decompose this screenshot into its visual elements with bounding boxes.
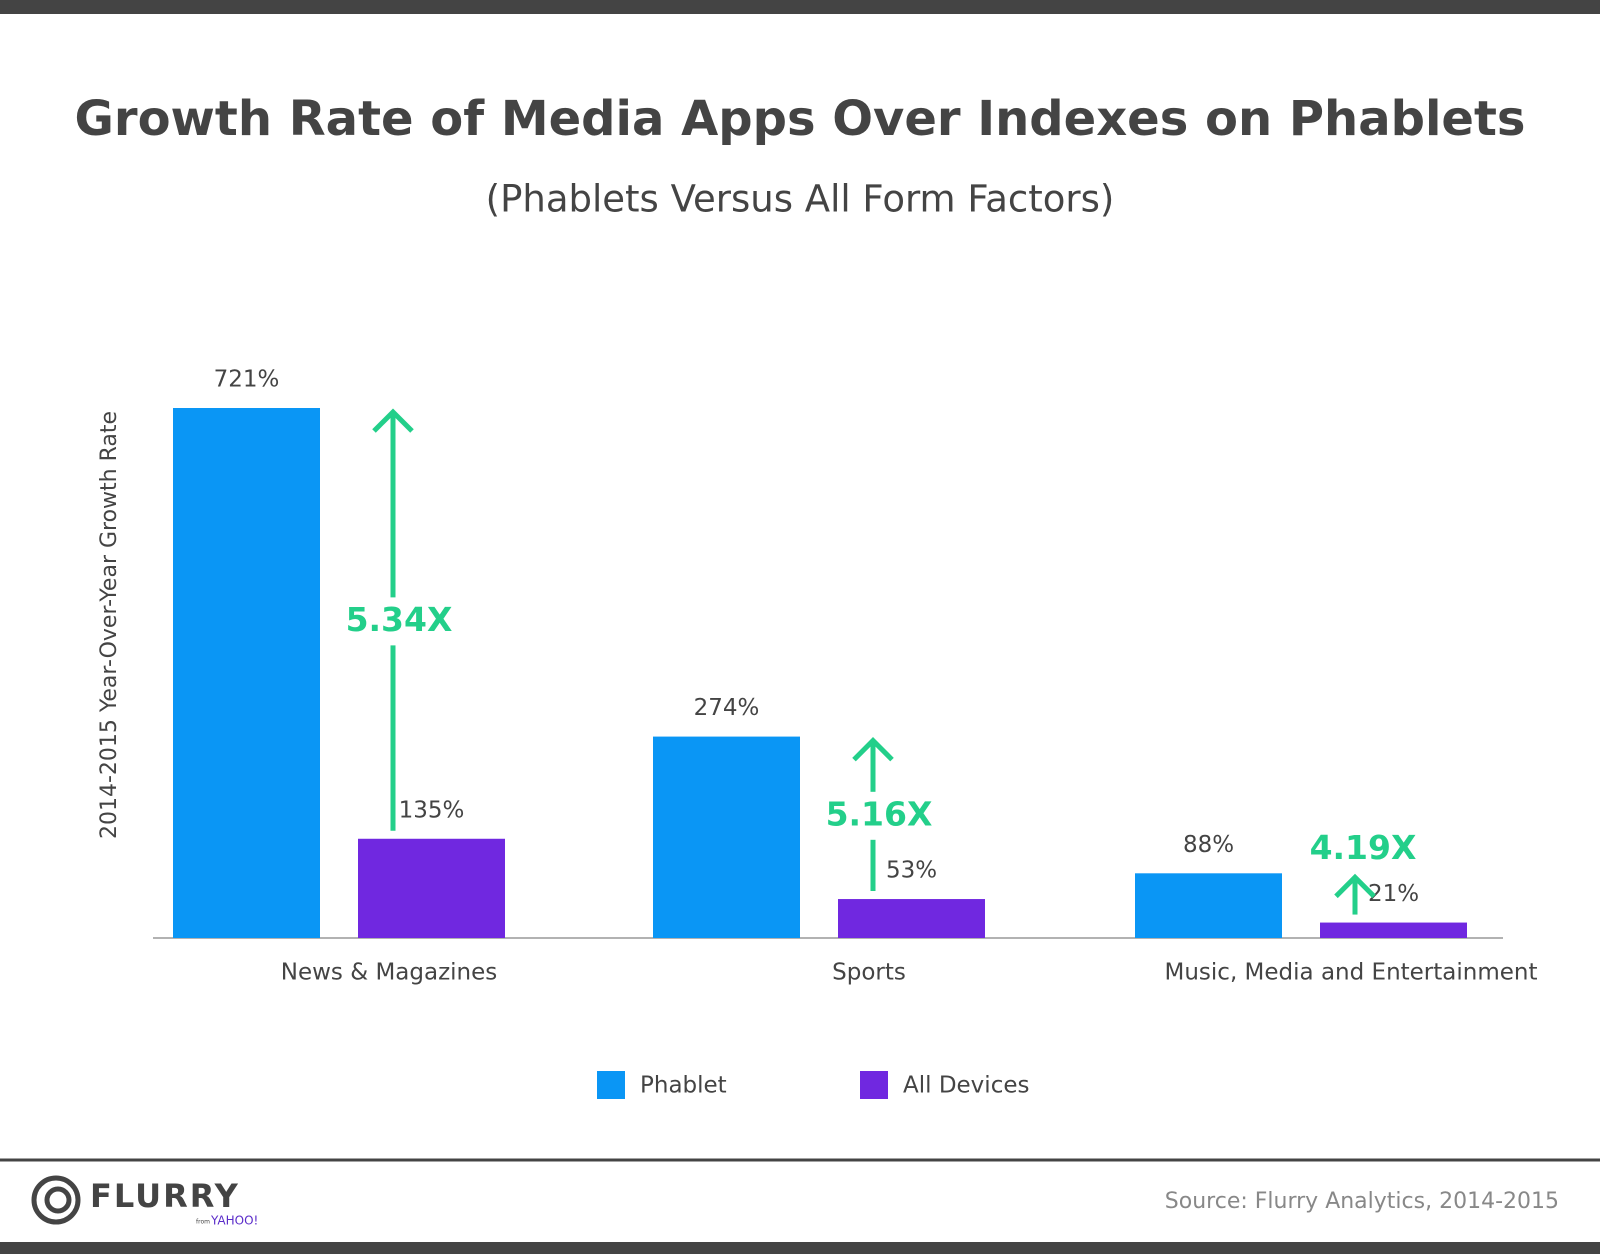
logo-ring-inner — [44, 1186, 72, 1214]
bar — [173, 408, 320, 938]
legend-swatch — [860, 1071, 888, 1099]
annotation: 5.34X — [346, 600, 453, 639]
source: Source: Flurry Analytics, 2014-2015 — [1165, 1189, 1559, 1214]
logo-text: FLURRY — [90, 1177, 240, 1215]
value-label: 274% — [694, 695, 760, 721]
annotation: 5.16X — [826, 794, 933, 833]
y-axis-label: 2014-2015 Year-Over-Year Growth Rate — [97, 411, 122, 839]
top-bar — [0, 0, 1600, 14]
x-tick-label: Sports — [832, 960, 906, 986]
bar — [653, 736, 800, 938]
legend-label: Phablet — [640, 1073, 727, 1099]
annotation-bg — [348, 597, 458, 646]
logo-ring — [31, 1175, 81, 1225]
logo: FLURRY from YAHOO! — [31, 1175, 258, 1228]
legend-swatch — [597, 1071, 625, 1099]
bottom-bar — [0, 1242, 1600, 1254]
bar — [838, 899, 985, 938]
logo-from: from — [196, 1219, 210, 1226]
value-label: 721% — [214, 367, 280, 393]
annotation: 4.19X — [1310, 828, 1417, 867]
chart-title: Growth Rate of Media Apps Over Indexes o… — [75, 91, 1526, 147]
value-label: 21% — [1368, 881, 1419, 907]
value-label: 88% — [1183, 832, 1234, 858]
arrow-head — [372, 408, 414, 433]
bar — [358, 838, 505, 938]
annotation-bg — [828, 791, 938, 840]
arrow-head — [1334, 873, 1376, 899]
x-tick-label: Music, Media and Entertainment — [1165, 960, 1538, 986]
bar — [1320, 922, 1467, 938]
legend-label: All Devices — [903, 1073, 1029, 1099]
bar — [1135, 873, 1282, 938]
chart-subtitle: (Phablets Versus All Form Factors) — [486, 178, 1115, 221]
logo-brand: YAHOO! — [210, 1214, 258, 1228]
value-label: 53% — [886, 858, 937, 884]
x-tick-label: News & Magazines — [281, 960, 498, 986]
arrow-head — [852, 737, 894, 762]
value-label: 135% — [399, 797, 465, 823]
